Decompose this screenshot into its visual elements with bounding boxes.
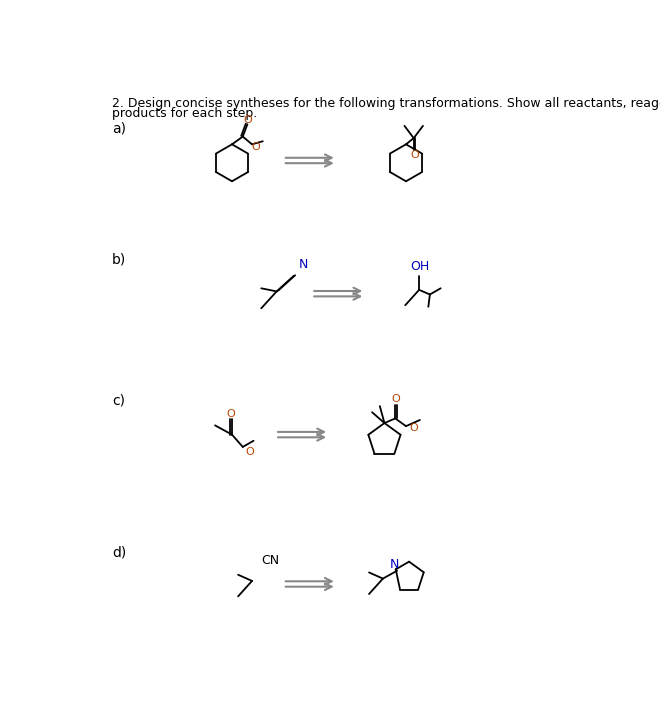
Text: CN: CN: [261, 554, 279, 567]
Text: O: O: [246, 447, 255, 457]
Text: O: O: [227, 409, 236, 419]
Text: N: N: [299, 257, 308, 270]
Text: a): a): [112, 122, 126, 136]
Text: O: O: [391, 394, 401, 404]
Text: O: O: [243, 114, 251, 124]
Text: c): c): [112, 394, 125, 408]
Text: O: O: [251, 142, 260, 152]
Text: O: O: [410, 150, 419, 160]
Text: products for each step.: products for each step.: [112, 107, 257, 119]
Text: d): d): [112, 546, 126, 560]
Text: N: N: [389, 558, 399, 571]
Text: 2. Design concise syntheses for the following transformations. Show all reactant: 2. Design concise syntheses for the foll…: [112, 97, 660, 110]
Text: OH: OH: [411, 260, 430, 273]
Text: b): b): [112, 253, 126, 267]
Text: O: O: [410, 423, 418, 433]
